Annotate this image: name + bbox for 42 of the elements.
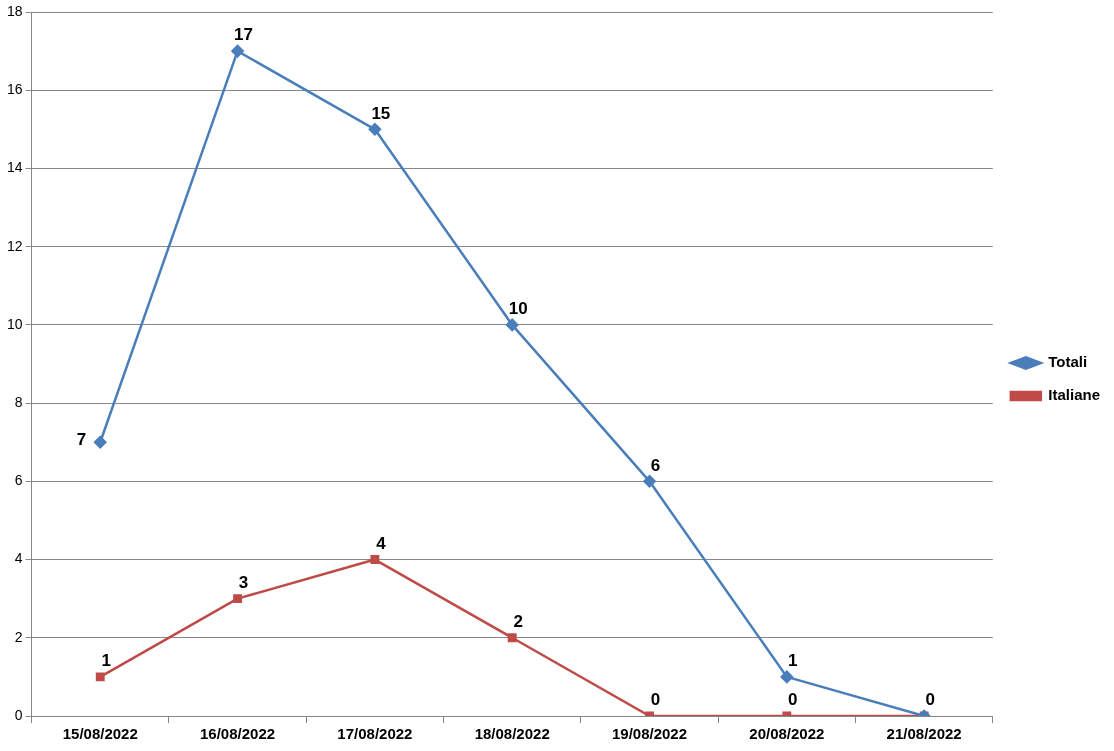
x-tick-label: 15/08/2022 xyxy=(62,725,138,743)
y-tick-label: 8 xyxy=(14,393,23,410)
y-tick-label: 14 xyxy=(6,159,23,176)
y-tick-label: 0 xyxy=(14,706,23,723)
point xyxy=(95,672,105,682)
x-tick-label: 17/08/2022 xyxy=(337,725,413,743)
data-label: 4 xyxy=(376,533,387,553)
data-label: 15 xyxy=(371,103,391,123)
data-label: 0 xyxy=(650,690,661,710)
point xyxy=(231,44,244,58)
point xyxy=(780,670,794,684)
x-tick-label: 16/08/2022 xyxy=(200,725,276,743)
data-label: 0 xyxy=(925,690,935,710)
y-tick-label: 4 xyxy=(14,550,23,567)
point xyxy=(93,435,107,449)
point xyxy=(370,555,380,564)
point xyxy=(507,633,517,643)
data-label: 17 xyxy=(234,25,254,45)
data-label: 1 xyxy=(101,651,111,671)
point xyxy=(233,594,242,604)
point xyxy=(505,318,519,332)
y-tick-label: 12 xyxy=(6,237,23,254)
data-label: 0 xyxy=(788,690,798,710)
point xyxy=(368,123,382,136)
legend-label: Italiane xyxy=(1048,386,1100,404)
x-tick-label: 18/08/2022 xyxy=(474,725,550,743)
point xyxy=(643,475,656,488)
y-tick-label: 18 xyxy=(6,2,23,19)
data-label: 10 xyxy=(508,299,528,319)
y-tick-label: 10 xyxy=(6,315,23,332)
y-tick-label: 6 xyxy=(14,472,23,489)
data-label: 2 xyxy=(513,611,523,631)
data-label: 7 xyxy=(76,429,87,449)
data-label: 1 xyxy=(788,651,798,671)
data-label: 6 xyxy=(650,455,661,475)
y-tick-label: 16 xyxy=(6,81,23,98)
y-tick-label: 2 xyxy=(14,628,23,645)
x-tick-label: 19/08/2022 xyxy=(611,725,688,743)
x-tick-label: 20/08/2022 xyxy=(749,725,825,743)
data-label: 3 xyxy=(238,572,249,592)
x-tick-label: 21/08/2022 xyxy=(886,725,962,743)
legend-label: Totali xyxy=(1048,353,1088,371)
